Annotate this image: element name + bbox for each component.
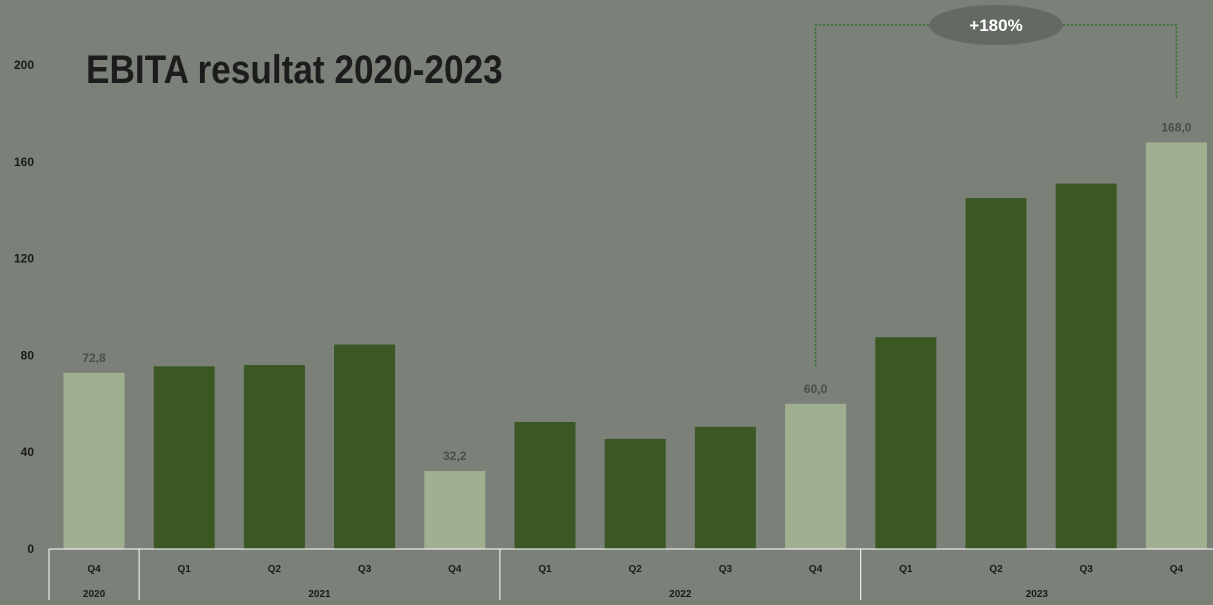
growth-badge: [929, 5, 1063, 45]
year-label-2023: 2023: [1026, 589, 1049, 600]
data-label-12: 168,0: [1161, 120, 1191, 134]
x-tick-label-3: Q3: [358, 564, 372, 575]
data-label-8: 60,0: [804, 382, 828, 396]
growth-badge-label: +180%: [969, 16, 1022, 35]
x-tick-label-7: Q3: [719, 564, 733, 575]
y-tick-label-120: 120: [14, 252, 34, 266]
chart-title: EBITA resultat 2020-2023: [86, 48, 503, 92]
bar-3: [334, 344, 396, 549]
x-tick-label-6: Q2: [629, 564, 643, 575]
bar-9: [875, 337, 937, 549]
year-label-2021: 2021: [308, 589, 331, 600]
x-tick-label-1: Q1: [178, 564, 192, 575]
y-tick-label-160: 160: [14, 155, 34, 169]
bar-12: [1145, 142, 1207, 549]
x-tick-label-0: Q4: [87, 564, 101, 575]
bar-4: [424, 471, 486, 549]
bar-6: [604, 438, 666, 549]
bar-8: [785, 403, 847, 549]
bar-0: [63, 372, 125, 549]
bar-2: [243, 365, 305, 549]
year-label-2022: 2022: [669, 589, 692, 600]
data-label-4: 32,2: [443, 449, 467, 463]
x-tick-label-5: Q1: [538, 564, 552, 575]
bar-1: [153, 366, 215, 549]
x-tick-label-4: Q4: [448, 564, 462, 575]
y-tick-label-0: 0: [27, 542, 34, 556]
x-tick-label-9: Q1: [899, 564, 913, 575]
bar-11: [1055, 183, 1117, 549]
x-tick-label-12: Q4: [1170, 564, 1184, 575]
y-tick-label-200: 200: [14, 58, 34, 72]
bar-7: [694, 426, 756, 549]
data-label-0: 72,8: [82, 351, 106, 365]
y-tick-label-40: 40: [21, 445, 35, 459]
bar-5: [514, 421, 576, 549]
bar-10: [965, 198, 1027, 549]
year-label-2020: 2020: [83, 589, 106, 600]
y-tick-label-80: 80: [21, 348, 35, 362]
x-tick-label-11: Q3: [1080, 564, 1094, 575]
x-tick-label-2: Q2: [268, 564, 282, 575]
x-tick-label-10: Q2: [989, 564, 1003, 575]
x-tick-label-8: Q4: [809, 564, 823, 575]
